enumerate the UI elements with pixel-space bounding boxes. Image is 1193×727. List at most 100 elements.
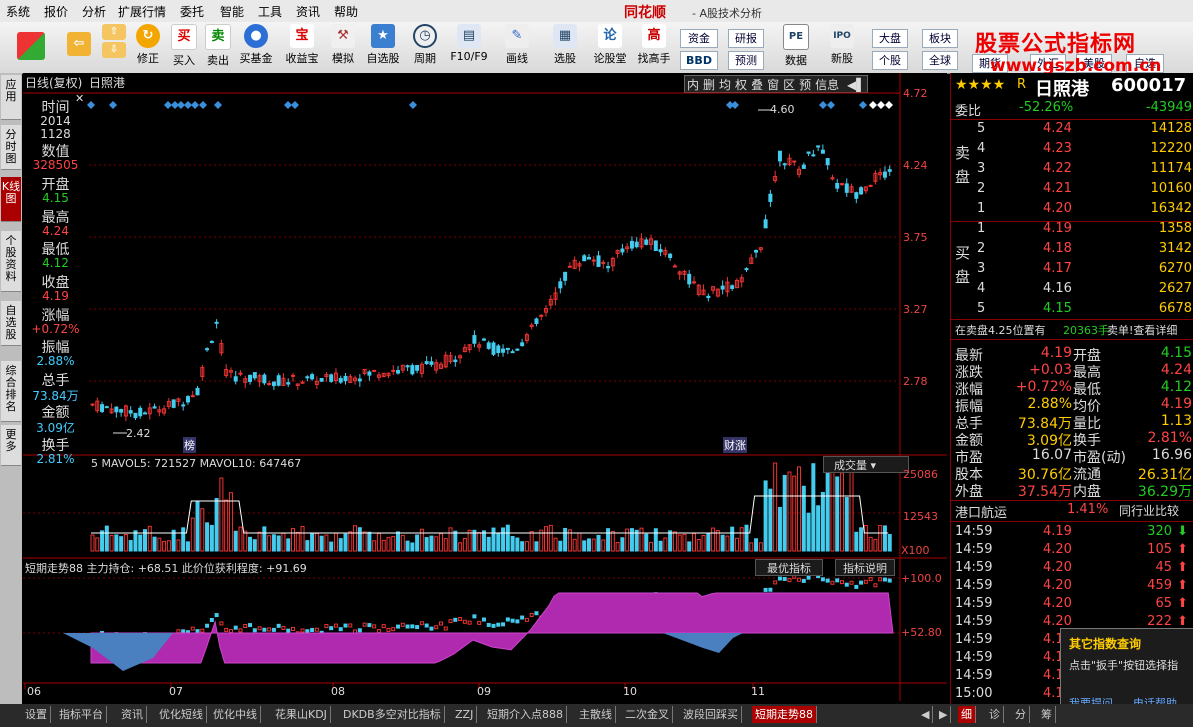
bbd-small-button[interactable]: BBD xyxy=(680,51,718,70)
volume-bar xyxy=(878,525,883,552)
tool-overlay[interactable]: 叠 xyxy=(751,78,764,92)
bottom-tab[interactable]: 设置 xyxy=(22,706,51,723)
tool-delete[interactable]: 删 xyxy=(703,78,716,92)
best-indicator-button[interactable]: 最优指标 xyxy=(755,559,823,576)
menu-smart[interactable]: 智能 xyxy=(220,5,245,19)
tab-more[interactable]: 更多 xyxy=(1,425,21,466)
bottom-tab[interactable]: 资讯 xyxy=(118,706,147,723)
tool-window[interactable]: 窗 xyxy=(767,78,780,92)
menu-tools[interactable]: 工具 xyxy=(258,5,283,19)
forex-button[interactable]: 外汇 xyxy=(1030,54,1066,73)
watchlist-edge-button[interactable]: 自选 xyxy=(1126,54,1164,73)
bottom-tab[interactable]: 二次金叉 xyxy=(622,706,673,723)
buy-button[interactable]: 买买入 xyxy=(167,24,201,68)
candle-body xyxy=(658,249,663,253)
data-button[interactable]: PE 数据 xyxy=(776,24,816,68)
tab-distribution[interactable]: 分 xyxy=(1012,706,1030,723)
sector-compare-button[interactable]: 同行业比较 xyxy=(1119,504,1180,518)
sell-side-label: 卖盘 xyxy=(955,144,971,186)
speaker-icon[interactable]: ◀▌ xyxy=(846,78,866,92)
tab-stock-info[interactable]: 个股资料 xyxy=(1,231,21,292)
fix-button[interactable]: ↻ 修正 xyxy=(131,24,165,66)
tool-rights[interactable]: 权 xyxy=(735,78,748,92)
tab-chips[interactable]: 筹 xyxy=(1038,706,1056,723)
tool-inner[interactable]: 内 xyxy=(687,78,700,92)
info-low: 4.12 xyxy=(42,256,69,270)
chart-period-label[interactable]: 日线(复权) xyxy=(25,76,83,90)
indicator-candle xyxy=(271,627,276,632)
bottom-tab[interactable]: 优化短线 xyxy=(156,706,207,723)
watchlist-button[interactable]: ★ 自选股 xyxy=(362,24,404,66)
sell-button[interactable]: 卖卖出 xyxy=(201,24,235,68)
buy-fund-button[interactable]: ● 买基金 xyxy=(236,24,276,66)
tool-range[interactable]: 区 xyxy=(783,78,796,92)
bottom-tab-bar: 设置 指标平台 资讯 优化短线 优化中线 花果山KDJ DKDB多空对比指标 ZZJ 短期介入点… xyxy=(0,704,1193,727)
event-tag[interactable]: 榜 xyxy=(183,437,196,453)
menu-system[interactable]: 系统 xyxy=(6,5,31,19)
kline-chart[interactable] xyxy=(23,73,947,704)
menu-order[interactable]: 委托 xyxy=(180,5,205,19)
bottom-tab[interactable]: DKDB多空对比指标 xyxy=(340,706,445,723)
bottom-tab[interactable]: 优化中线 xyxy=(210,706,261,723)
candle-body xyxy=(586,257,591,260)
bottom-tab[interactable]: ZZJ xyxy=(452,706,478,723)
research-small-button[interactable]: 研报 xyxy=(728,29,764,48)
order-notice[interactable]: 在卖盘4.25位置有 20363手 卖单!查看详细 xyxy=(955,324,1178,337)
tab-rankings[interactable]: 综合排名 xyxy=(1,361,21,422)
fund-small-button[interactable]: 资金 xyxy=(680,29,718,48)
period-button[interactable]: ◷ 周期 xyxy=(408,24,442,66)
indicator-axis-label: +52.80 xyxy=(901,626,942,639)
tool-predict[interactable]: 预 xyxy=(799,78,812,92)
menu-news[interactable]: 资讯 xyxy=(296,5,321,19)
tab-intraday[interactable]: 分时图 xyxy=(1,125,21,170)
candle-body xyxy=(100,404,105,413)
market-small-button[interactable]: 大盘 xyxy=(872,29,908,48)
tick-price: 4.20 xyxy=(1043,578,1072,593)
tab-diagnose[interactable]: 诊 xyxy=(986,706,1004,723)
us-stocks-button[interactable]: 美股 xyxy=(1076,54,1112,73)
f10-button[interactable]: ▤ F10/F9 xyxy=(448,24,490,63)
menu-quote[interactable]: 报价 xyxy=(44,5,69,19)
sector-name[interactable]: 港口航运 xyxy=(955,506,1008,521)
tab-watchlist[interactable]: 自选股 xyxy=(1,301,21,346)
tab-kline[interactable]: K线图 xyxy=(1,177,21,222)
sector-small-button[interactable]: 板块 xyxy=(922,29,958,48)
stock-picker-button[interactable]: ▦ 选股 xyxy=(548,24,582,66)
futures-button[interactable]: 期货 xyxy=(972,54,1008,73)
volume-bar xyxy=(166,540,171,552)
stock-small-button[interactable]: 个股 xyxy=(872,51,908,70)
bottom-tab[interactable]: 花果山KDJ xyxy=(272,706,331,723)
bottom-tab[interactable]: 短期介入点888 xyxy=(484,706,567,723)
global-small-button[interactable]: 全球 xyxy=(922,51,958,70)
event-tag[interactable]: 财涨 xyxy=(723,437,747,453)
scroll-right-icon[interactable]: ▶ xyxy=(936,706,952,723)
up-down-button[interactable]: ⇧ ⇩ xyxy=(100,24,128,60)
bottom-tab[interactable]: 短期走势88 xyxy=(752,706,817,723)
bottom-tab[interactable]: 主散线 xyxy=(576,706,616,723)
close-icon[interactable]: ✕ xyxy=(75,92,85,105)
tab-detail[interactable]: 细 xyxy=(958,706,976,723)
tool-info[interactable]: 信息 xyxy=(815,78,840,92)
menu-bar: 系统 报价 分析 扩展行情 委托 智能 工具 资讯 帮助 同花顺 - A股技术分… xyxy=(0,0,1193,23)
menu-help[interactable]: 帮助 xyxy=(334,5,359,19)
simulate-button[interactable]: ⚒ 模拟 xyxy=(326,24,360,66)
menu-extended-market[interactable]: 扩展行情 xyxy=(118,5,167,19)
back-button[interactable]: ⇦ xyxy=(62,24,96,58)
bottom-tab[interactable]: 指标平台 xyxy=(56,706,107,723)
forum-button[interactable]: 论论股堂 xyxy=(590,24,630,66)
volume-indicator-select[interactable]: 成交量 ▾ xyxy=(823,456,909,473)
windows-icon[interactable] xyxy=(14,24,48,62)
find-expert-button[interactable]: 高找高手 xyxy=(634,24,674,66)
indicator-help-button[interactable]: 指标说明 xyxy=(835,559,895,576)
menu-analysis[interactable]: 分析 xyxy=(82,5,107,19)
income-treasure-button[interactable]: 宝收益宝 xyxy=(282,24,322,66)
tab-apps[interactable]: 应用 xyxy=(1,75,21,120)
tool-ma[interactable]: 均 xyxy=(719,78,732,92)
date-axis-label: 11 xyxy=(751,685,765,698)
bottom-tab[interactable]: 波段回踩买 xyxy=(680,706,742,723)
ipo-button[interactable]: IPO 新股 xyxy=(822,24,862,66)
draw-line-button[interactable]: ✎ 画线 xyxy=(500,24,534,66)
indicator-candle xyxy=(806,575,811,580)
scroll-left-icon[interactable]: ◀ xyxy=(918,706,934,723)
forecast-small-button[interactable]: 预测 xyxy=(728,51,764,70)
